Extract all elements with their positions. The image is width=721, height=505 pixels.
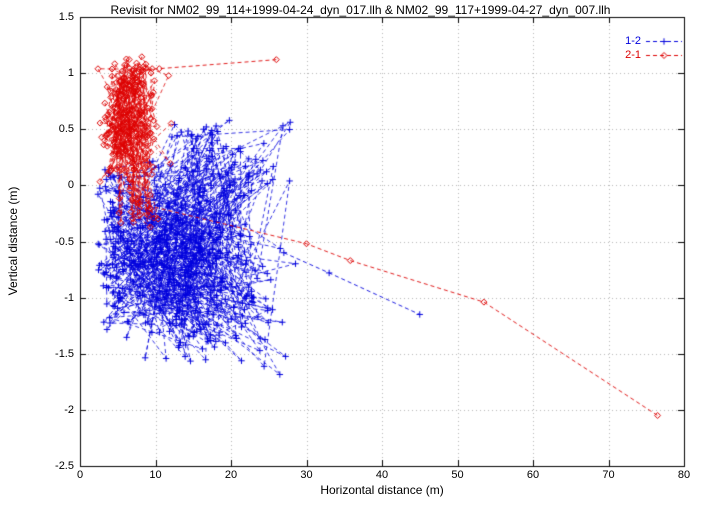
y-tick-label: -2 (64, 403, 74, 416)
chart-title: Revisit for NM02_99_114+1999-04-24_dyn_0… (110, 3, 611, 17)
y-tick-label: 1 (67, 67, 74, 80)
legend-item-2-1: 2-1 (625, 49, 641, 61)
x-tick-label: 20 (224, 469, 238, 481)
x-tick-label: 10 (149, 469, 162, 481)
x-tick-label: 40 (375, 469, 389, 481)
legend-item-1-2: 1-2 (625, 35, 641, 47)
y-tick-label: 1.5 (58, 11, 74, 23)
y-tick-label: 0 (67, 179, 74, 192)
y-axis-label: Vertical distance (m) (6, 186, 20, 296)
y-tick-label: -0.5 (55, 235, 74, 248)
x-tick-label: 50 (451, 469, 464, 481)
x-tick-label: 70 (602, 469, 615, 481)
y-tick-label: 0.5 (58, 123, 74, 136)
x-tick-label: 0 (76, 469, 84, 481)
x-tick-label: 80 (677, 469, 691, 481)
x-tick-label: 60 (526, 469, 540, 481)
x-tick-label: 30 (300, 469, 313, 481)
y-tick-label: -2.5 (55, 460, 74, 472)
y-tick-label: -1.5 (55, 347, 74, 360)
y-tick-label: -1 (64, 291, 74, 304)
x-axis-label: Horizontal distance (m) (320, 483, 444, 497)
